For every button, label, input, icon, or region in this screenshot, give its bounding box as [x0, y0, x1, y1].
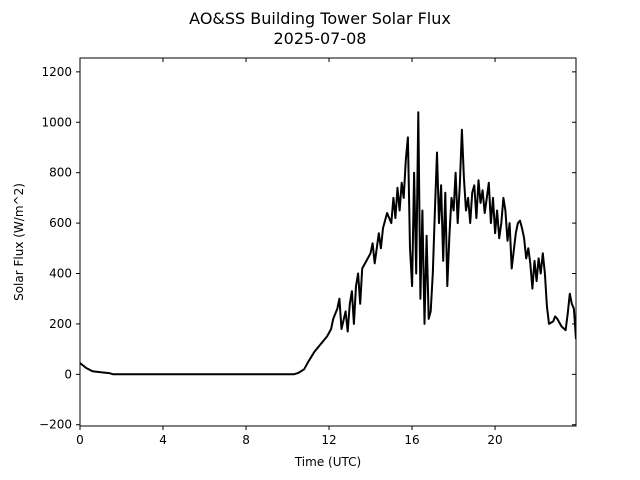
y-axis-label: Solar Flux (W/m^2): [12, 183, 26, 301]
series-line-solar-flux: [80, 111, 576, 376]
y-tick-label: 1200: [41, 65, 72, 79]
y-tick-label: 600: [49, 216, 72, 230]
x-tick-label: 20: [487, 433, 502, 447]
y-tick-label: 1000: [41, 115, 72, 129]
x-tick-label: 4: [159, 433, 167, 447]
chart-subtitle: 2025-07-08: [274, 29, 367, 48]
y-tick-label: −200: [39, 418, 72, 432]
y-tick-label: 0: [64, 367, 72, 381]
y-tick-label: 200: [49, 317, 72, 331]
x-tick-label: 8: [242, 433, 250, 447]
x-tick-label: 0: [76, 433, 84, 447]
y-tick-label: 400: [49, 267, 72, 281]
x-tick-label: 12: [321, 433, 336, 447]
x-tick-label: 16: [404, 433, 419, 447]
y-tick-label: 800: [49, 166, 72, 180]
plot-frame: [79, 57, 577, 427]
x-axis-label: Time (UTC): [294, 455, 361, 469]
chart-title: AO&SS Building Tower Solar Flux: [189, 9, 451, 28]
